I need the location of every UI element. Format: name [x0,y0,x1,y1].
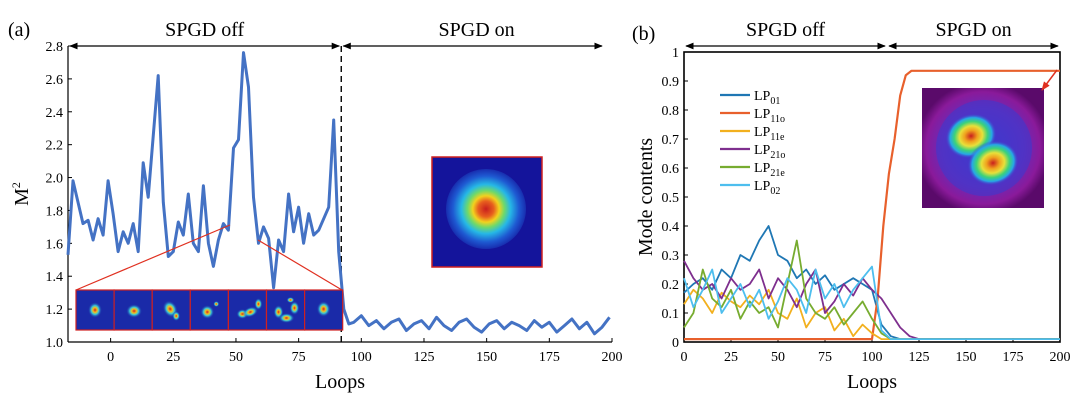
filmstrip-spot [242,306,259,318]
panel-a-y-tick-label: 1.6 [46,237,64,252]
panel-b-y-tick-label: 0.7 [662,133,680,148]
legend-label-lp11e: LP11e [754,125,785,143]
panel-b-y-tick-label: 0.8 [662,104,680,119]
panel-a-y-tick-label: 1.4 [46,270,64,285]
legend-label-lp21o: LP21o [754,143,785,161]
panel-a-label: (a) [8,19,30,41]
mode-series-line-lp01 [683,225,1060,340]
filmstrip-spot [286,297,295,303]
legend-label-lp01: LP01 [754,89,780,107]
panel-b-y-tick-label: 0.9 [662,75,680,90]
filmstrip-spot [316,301,331,317]
panel-b-x-tick-label: 75 [818,350,832,365]
panel-b-y-tick-label: 0.6 [662,162,680,177]
panel-b-y-tick-label: 0.5 [662,191,680,206]
panel-b-x-axis-label: Loops [847,371,897,393]
panel-b-y-axis-label: Mode contents [635,138,657,257]
panel-b: (b) 0 0.1 0.2 0.3 0.4 0.5 0.6 0.7 0.8 0.9 1 0 25 50 75 1… [632,19,1071,393]
panel-b-y-tick-label: 1 [672,46,679,61]
filmstrip-spot [278,313,295,323]
legend-label-lp21e: LP21e [754,161,785,179]
legend-label-lp02: LP02 [754,179,780,197]
region-label-off: SPGD off [165,19,244,41]
panel-b-x-tick-label: 200 [1050,350,1071,365]
panel-a-x-tick-label: 175 [539,350,560,365]
panel-a: (a) 1.0 1.2 1.4 1.6 1.8 2.0 2.2 2.4 2.6 2.8 0 25 50 75… [8,19,623,393]
zoom-line-left [75,224,231,291]
panel-b-y-tick-label: 0.4 [662,220,680,235]
filmstrip-spot [213,301,220,307]
inset-pointer-arrow [1041,69,1058,91]
panel-b-label: (b) [632,23,655,45]
filmstrip-spot [88,302,102,318]
panel-a-y-tick-label: 2.0 [46,172,64,187]
panel-b-x-tick-label: 50 [771,350,785,365]
panel-a-x-tick-label: 0 [107,350,114,365]
panel-b-x-tick-label: 25 [724,350,738,365]
mode-series-line-lp02 [683,265,1060,340]
panel-a-y-tick-label: 1.8 [46,204,64,219]
panel-a-x-tick-label: 125 [413,350,434,365]
filmstrip-spot [254,298,263,310]
panel-b-x-tick-label: 0 [681,350,688,365]
panel-a-x-axis-label: Loops [315,371,365,393]
m2-series-line [66,51,611,336]
panel-a-y-tick-label: 2.2 [46,139,64,154]
inset-beam-spot [446,169,526,249]
panel-a-x-tick-label: 150 [476,350,497,365]
region-label-off: SPGD off [746,19,825,41]
zoom-line-right [257,239,343,291]
panel-b-x-tick-label: 100 [862,350,883,365]
legend-label-lp11o: LP11o [754,107,785,125]
inset-lp11-lobe-lower [967,140,1019,186]
panel-b-y-tick-label: 0 [672,336,679,351]
panel-b-x-tick-label: 150 [956,350,977,365]
panel-a-x-tick-label: 25 [166,350,180,365]
panel-b-x-tick-label: 125 [909,350,930,365]
panel-b-y-tick-label: 0.1 [662,307,680,322]
panel-a-x-tick-label: 75 [292,350,306,365]
panel-a-x-tick-label: 50 [229,350,243,365]
panel-a-x-tick-label: 100 [351,350,372,365]
panel-b-x-tick-label: 175 [1003,350,1024,365]
panel-a-y-tick-label: 1.0 [46,336,64,351]
panel-a-y-tick-label: 1.2 [46,303,64,318]
panel-b-y-tick-label: 0.3 [662,249,680,264]
region-label-on: SPGD on [439,19,515,41]
filmstrip-spot [172,311,181,321]
filmstrip-spot [126,304,143,318]
panel-a-y-tick-label: 2.6 [46,73,64,88]
panel-a-y-tick-label: 2.8 [46,40,64,55]
panel-a-y-tick-label: 2.4 [46,106,64,121]
panel-a-x-tick-label: 200 [602,350,623,365]
panel-a-y-axis-label: M2 [9,182,33,206]
filmstrip-spot [200,305,215,319]
panel-b-y-tick-label: 0.2 [662,278,680,293]
region-label-on: SPGD on [935,19,1011,41]
filmstrip-spot [289,301,300,315]
